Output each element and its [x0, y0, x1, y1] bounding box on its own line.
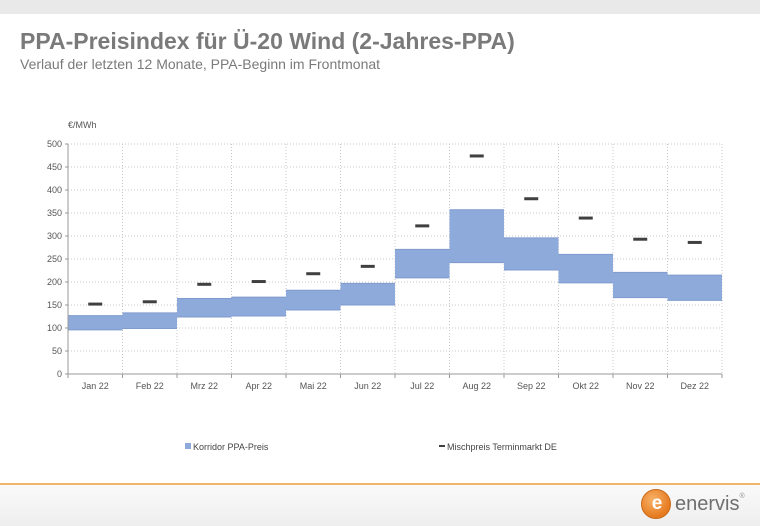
y-axis-label: €/MWh	[68, 120, 97, 130]
page-subtitle: Verlauf der letzten 12 Monate, PPA-Begin…	[20, 56, 381, 72]
logo-registered-mark: ®	[739, 493, 745, 500]
y-tick-label: 100	[47, 323, 62, 333]
corridor-bar	[667, 275, 722, 301]
x-tick-label: Jul 22	[410, 381, 434, 391]
corridor-bar	[286, 290, 341, 311]
page-title: PPA-Preisindex für Ü-20 Wind (2-Jahres-P…	[20, 28, 515, 54]
x-tick-label: Apr 22	[245, 381, 272, 391]
corridor-bar	[231, 297, 286, 317]
footer-accent-line	[0, 483, 760, 485]
corridor-bar	[613, 272, 668, 298]
legend-label-corridor: Korridor PPA-Preis	[193, 442, 269, 452]
corridor-bar	[122, 312, 177, 329]
x-tick-label: Mai 22	[300, 381, 327, 391]
corridor-bars	[68, 209, 722, 331]
corridor-bar	[504, 237, 559, 271]
x-tick-label: Aug 22	[462, 381, 491, 391]
y-tick-label: 50	[52, 346, 62, 356]
legend: Korridor PPA-Preis Mischpreis Terminmark…	[185, 442, 557, 452]
x-tick-label: Feb 22	[136, 381, 164, 391]
y-tick-label: 350	[47, 208, 62, 218]
grid-lines	[68, 143, 723, 374]
corridor-bar	[68, 315, 123, 330]
legend-label-market: Mischpreis Terminmarkt DE	[447, 442, 557, 452]
footer	[0, 485, 760, 526]
logo-letter: e	[651, 493, 663, 514]
x-tick-label: Jan 22	[82, 381, 109, 391]
logo-text: enervis®	[675, 493, 745, 516]
y-tick-label: 250	[47, 254, 62, 264]
y-tick-label: 300	[47, 231, 62, 241]
y-tick-label: 150	[47, 300, 62, 310]
y-tick-label: 400	[47, 185, 62, 195]
corridor-bar	[177, 298, 232, 317]
corridor-bar	[449, 209, 504, 263]
corridor-bar	[558, 254, 613, 283]
corridor-bar	[340, 283, 395, 305]
axes: 0 50 100 150 200 250 300 350 400 450 500 Jan 22 Feb …	[47, 139, 723, 391]
market-price-markers	[88, 154, 702, 306]
corridor-bar	[395, 249, 450, 278]
logo-circle-icon: e	[641, 489, 671, 519]
y-tick-label: 450	[47, 162, 62, 172]
x-tick-label: Nov 22	[626, 381, 655, 391]
x-tick-label: Sep 22	[517, 381, 546, 391]
enervis-logo: e enervis®	[641, 489, 751, 521]
logo-wordmark: enervis	[675, 493, 740, 515]
x-tick-label: Jun 22	[354, 381, 381, 391]
legend-swatch-corridor	[185, 443, 191, 449]
y-tick-label: 500	[47, 139, 62, 149]
y-tick-label: 0	[57, 369, 62, 379]
top-strip	[0, 0, 760, 14]
ppa-price-chart: 0 50 100 150 200 250 300 350 400 450 500 Jan 22 Feb …	[47, 120, 723, 452]
x-tick-label: Dez 22	[680, 381, 709, 391]
x-tick-label: Okt 22	[572, 381, 599, 391]
y-tick-label: 200	[47, 277, 62, 287]
x-tick-label: Mrz 22	[190, 381, 218, 391]
